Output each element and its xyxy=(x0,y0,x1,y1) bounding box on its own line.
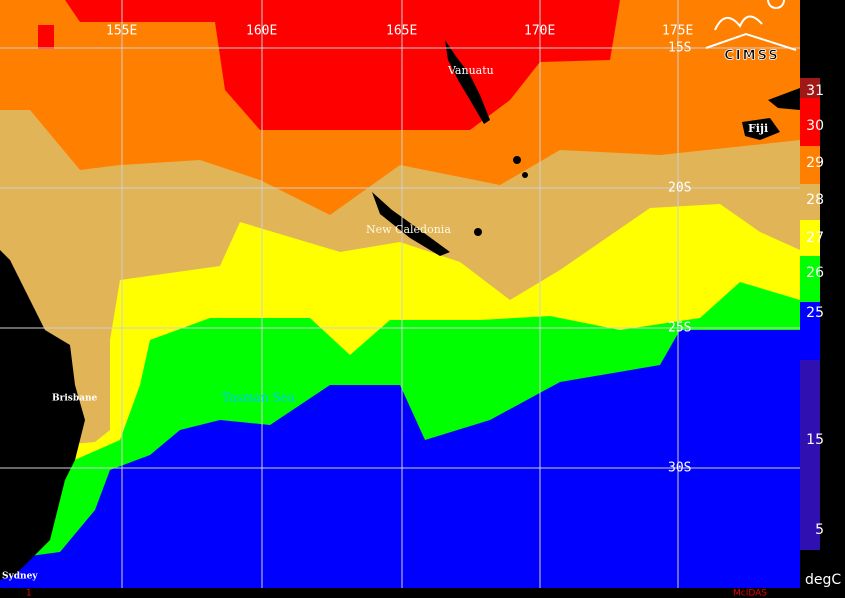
graticule xyxy=(0,0,800,588)
place-label: Fiji xyxy=(748,122,768,135)
colorbar: 31 30 29 28 27 26 25 15 5 degC xyxy=(800,78,841,588)
place-label: Brisbane xyxy=(52,394,98,404)
place-label: Vanuatu xyxy=(447,64,494,77)
colorbar-label: 26 xyxy=(806,265,824,281)
place-label: Tasman Sea xyxy=(222,391,295,405)
colorbar-unit: degC xyxy=(805,572,841,588)
temperature-field xyxy=(0,0,800,588)
lat-label: 25S xyxy=(668,321,691,336)
colorbar-label: 27 xyxy=(806,230,824,246)
colorbar-label: 31 xyxy=(806,83,824,99)
band-red-blob xyxy=(38,25,54,49)
colorbar-label: 29 xyxy=(806,155,824,171)
lon-label: 160E xyxy=(246,24,277,39)
logo: CIMSS xyxy=(705,0,797,64)
place-label: New Caledonia xyxy=(366,223,451,236)
colorbar-label: 15 xyxy=(806,432,824,448)
lat-label: 30S xyxy=(668,461,691,476)
colorbar-label: 25 xyxy=(806,305,824,321)
lon-label: 170E xyxy=(524,24,555,39)
lat-label: 15S xyxy=(668,41,691,56)
latitude-labels: 15S 20S 25S 30S xyxy=(668,41,691,476)
land xyxy=(0,40,800,580)
band-red xyxy=(65,0,620,130)
lon-label: 155E xyxy=(106,24,137,39)
colorbar-label: 30 xyxy=(806,118,824,134)
longitude-labels: 155E 160E 165E 170E 175E xyxy=(106,24,693,39)
lat-label: 20S xyxy=(668,181,691,196)
colorbar-label: 28 xyxy=(806,192,824,208)
place-names: Vanuatu Fiji New Caledonia Brisbane Tasm… xyxy=(2,64,768,582)
lon-label: 165E xyxy=(386,24,417,39)
software-label: McIDAS xyxy=(733,589,767,598)
frame-number: 1 xyxy=(26,589,32,598)
lon-label: 175E xyxy=(662,24,693,39)
logo-text: CIMSS xyxy=(724,49,779,64)
colorbar-label: 5 xyxy=(815,522,824,538)
place-label: Sydney xyxy=(2,572,38,582)
